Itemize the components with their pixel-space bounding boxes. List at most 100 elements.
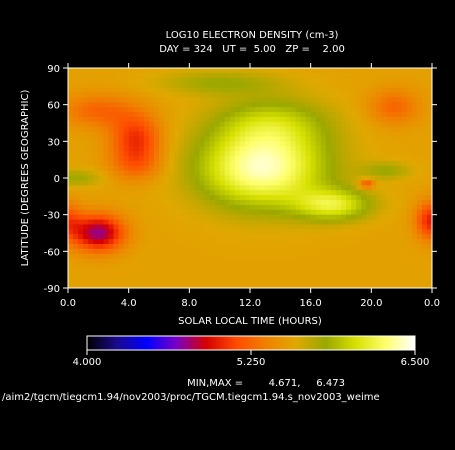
heatmap-cell (209, 273, 216, 279)
heatmap-cell (325, 165, 332, 172)
heatmap-cell (381, 160, 388, 167)
heatmap-cell (78, 278, 84, 284)
heatmap-cell (285, 190, 292, 196)
heatmap-cell (310, 185, 317, 191)
heatmap-cell (204, 82, 211, 89)
heatmap-cell (305, 224, 312, 230)
heatmap-cell (305, 229, 312, 235)
heatmap-cell (239, 204, 246, 211)
heatmap-cell (315, 112, 322, 118)
heatmap-cell (381, 116, 388, 123)
heatmap-cell (219, 82, 226, 89)
heatmap-cell (371, 82, 377, 89)
heatmap-cell (386, 112, 393, 118)
heatmap-cell (133, 170, 140, 177)
heatmap-cell (164, 214, 170, 221)
heatmap-cell (98, 253, 104, 260)
heatmap-cell (305, 283, 312, 288)
heatmap-cell (421, 234, 428, 240)
heatmap-cell (320, 224, 327, 230)
heatmap-cell (234, 229, 241, 235)
heatmap-cell (411, 156, 418, 162)
heatmap-cell (315, 136, 322, 142)
heatmap-cell (351, 214, 357, 221)
heatmap-cell (214, 170, 221, 177)
heatmap-cell (143, 253, 150, 260)
heatmap-cell (285, 107, 292, 113)
heatmap-cell (98, 136, 104, 142)
heatmap-cell (73, 126, 79, 133)
heatmap-cell (320, 263, 327, 270)
heatmap-cell (381, 195, 388, 201)
heatmap-cell (83, 273, 89, 279)
heatmap-cell (148, 151, 155, 157)
heatmap-cell (416, 195, 423, 201)
heatmap-cell (148, 263, 155, 270)
heatmap-cell (179, 200, 185, 206)
heatmap-cell (356, 165, 362, 172)
heatmap-cell (310, 200, 317, 206)
heatmap-cell (330, 131, 337, 138)
heatmap-cell (68, 131, 74, 138)
heatmap-cell (239, 190, 246, 196)
heatmap-cell (341, 244, 347, 250)
heatmap-cell (239, 209, 246, 216)
heatmap-cell (108, 209, 115, 216)
heatmap-cell (285, 224, 292, 230)
heatmap-cell (371, 200, 377, 206)
heatmap-cell (305, 214, 312, 221)
heatmap-cell (325, 180, 332, 186)
heatmap-cell (113, 175, 120, 182)
heatmap-cell (219, 121, 226, 128)
heatmap-cell (265, 204, 271, 211)
heatmap-cell (351, 204, 357, 211)
heatmap-cell (426, 126, 432, 133)
heatmap-cell (108, 185, 115, 191)
heatmap-cell (371, 87, 377, 94)
heatmap-cell (295, 180, 302, 186)
heatmap-cell (73, 97, 79, 103)
heatmap-cell (199, 244, 206, 250)
heatmap-cell (138, 278, 145, 284)
heatmap-cell (421, 214, 428, 221)
heatmap-cell (73, 273, 79, 279)
heatmap-cell (346, 229, 352, 235)
heatmap-cell (229, 170, 236, 177)
heatmap-cell (325, 116, 332, 123)
heatmap-cell (103, 107, 110, 113)
heatmap-cell (123, 92, 130, 98)
heatmap-cell (214, 263, 221, 270)
heatmap-cell (194, 146, 201, 152)
heatmap-cell (376, 175, 383, 182)
heatmap-cell (133, 151, 140, 157)
heatmap-cell (204, 77, 211, 84)
heatmap-cell (128, 68, 135, 74)
heatmap-cell (406, 278, 413, 284)
heatmap-cell (285, 273, 292, 279)
heatmap-cell (325, 102, 332, 108)
heatmap-cell (194, 141, 201, 147)
heatmap-cell (376, 214, 383, 221)
heatmap-cell (426, 219, 432, 226)
heatmap-cell (98, 107, 104, 113)
heatmap-cell (98, 170, 104, 177)
heatmap-cell (113, 278, 120, 284)
heatmap-cell (103, 116, 110, 123)
heatmap-cell (174, 234, 180, 240)
heatmap-cell (300, 146, 307, 152)
heatmap-cell (295, 136, 302, 142)
heatmap-cell (406, 224, 413, 230)
heatmap-cell (93, 112, 99, 118)
heatmap-cell (194, 248, 201, 255)
heatmap-cell (169, 107, 175, 113)
heatmap-cell (391, 180, 398, 186)
heatmap-cell (179, 131, 185, 138)
heatmap-cell (98, 204, 104, 211)
heatmap-cell (290, 278, 297, 284)
heatmap-cell (265, 214, 271, 221)
heatmap-cell (128, 234, 135, 240)
heatmap-cell (209, 72, 216, 79)
heatmap-cell (280, 126, 286, 133)
heatmap-cell (88, 248, 94, 255)
heatmap-cell (366, 141, 372, 147)
